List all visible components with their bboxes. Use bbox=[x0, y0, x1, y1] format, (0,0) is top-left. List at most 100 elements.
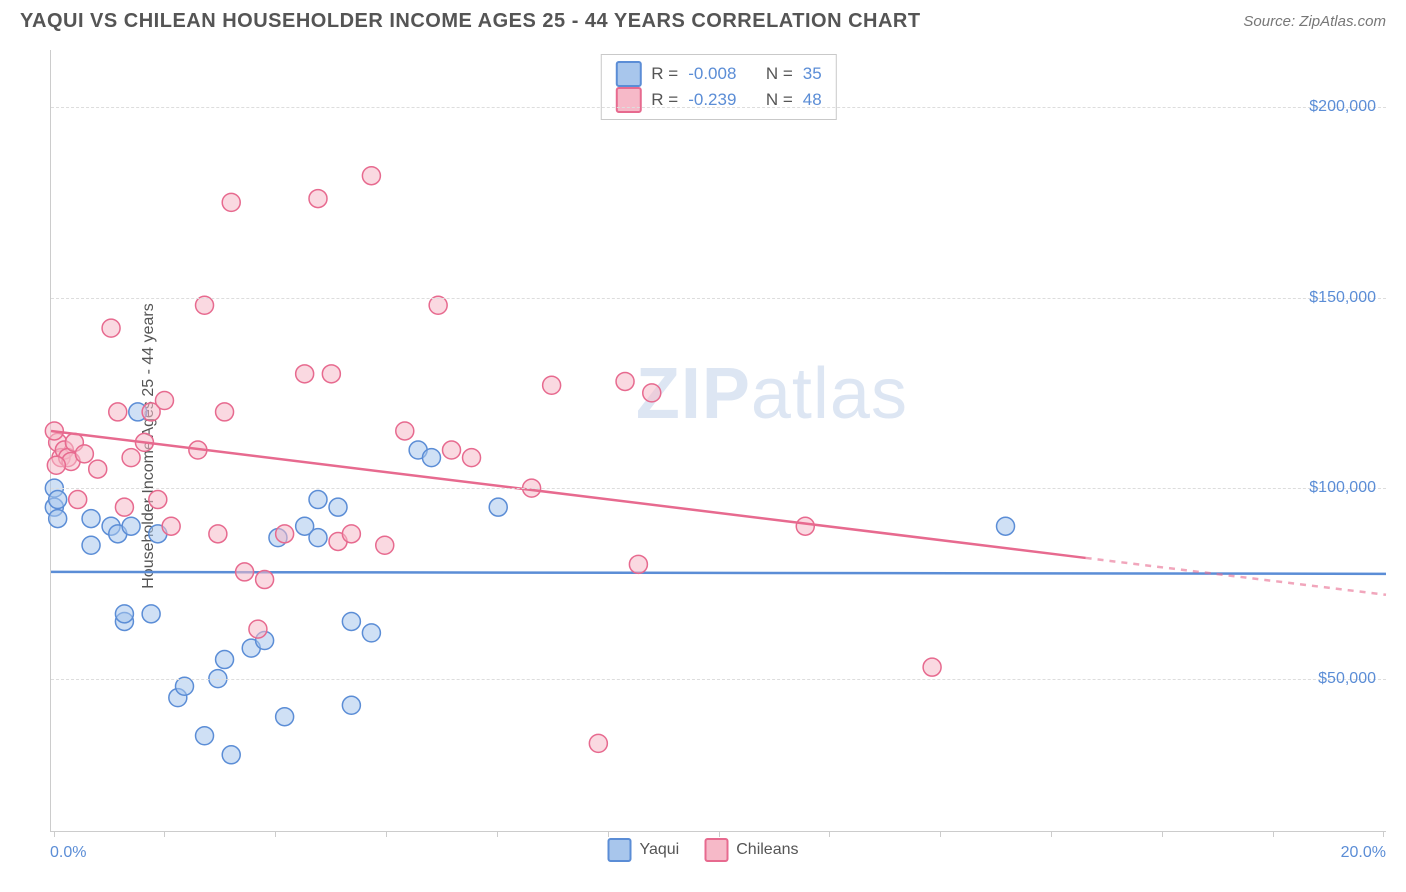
data-point bbox=[142, 605, 160, 623]
trend-line bbox=[51, 431, 1086, 558]
data-point bbox=[155, 391, 173, 409]
data-point bbox=[236, 563, 254, 581]
data-point bbox=[69, 491, 87, 509]
source-prefix: Source: bbox=[1243, 13, 1299, 30]
data-point bbox=[276, 708, 294, 726]
data-point bbox=[643, 384, 661, 402]
data-point bbox=[109, 403, 127, 421]
data-point bbox=[256, 571, 274, 589]
data-point bbox=[296, 365, 314, 383]
data-point bbox=[342, 612, 360, 630]
ytick-label: $150,000 bbox=[1309, 289, 1376, 307]
data-point bbox=[196, 296, 214, 314]
source-name: ZipAtlas.com bbox=[1299, 13, 1386, 30]
data-point bbox=[222, 746, 240, 764]
xtick bbox=[54, 831, 55, 837]
xtick bbox=[1273, 831, 1274, 837]
legend-swatch-yaqui bbox=[615, 61, 641, 87]
xtick bbox=[1162, 831, 1163, 837]
series-label-yaqui: Yaqui bbox=[640, 841, 680, 859]
data-point bbox=[616, 372, 634, 390]
data-point bbox=[589, 734, 607, 752]
series-label-chileans: Chileans bbox=[736, 841, 798, 859]
data-point bbox=[149, 491, 167, 509]
data-point bbox=[463, 449, 481, 467]
data-point bbox=[102, 319, 120, 337]
data-point bbox=[162, 517, 180, 535]
legend-R-label: R = bbox=[651, 64, 678, 84]
trend-line-dashed bbox=[1086, 558, 1386, 595]
xtick bbox=[164, 831, 165, 837]
data-point bbox=[216, 403, 234, 421]
legend-R-yaqui: -0.008 bbox=[688, 64, 736, 84]
data-point bbox=[122, 449, 140, 467]
x-axis-min-label: 0.0% bbox=[50, 844, 86, 862]
data-point bbox=[796, 517, 814, 535]
swatch-chileans bbox=[704, 838, 728, 862]
xtick bbox=[1051, 831, 1052, 837]
data-point bbox=[443, 441, 461, 459]
chart-header: YAQUI VS CHILEAN HOUSEHOLDER INCOME AGES… bbox=[0, 0, 1406, 39]
xtick bbox=[940, 831, 941, 837]
chart-source: Source: ZipAtlas.com bbox=[1243, 13, 1386, 30]
xtick bbox=[1383, 831, 1384, 837]
x-axis-max-label: 20.0% bbox=[1341, 844, 1386, 862]
legend-row-chileans: R = -0.239 N = 48 bbox=[615, 87, 821, 113]
data-point bbox=[997, 517, 1015, 535]
chart-plot-area: ZIPatlas R = -0.008 N = 35 R = -0.239 N … bbox=[50, 50, 1386, 832]
gridline-h bbox=[51, 679, 1386, 680]
xtick bbox=[386, 831, 387, 837]
gridline-h bbox=[51, 298, 1386, 299]
data-point bbox=[249, 620, 267, 638]
data-point bbox=[309, 529, 327, 547]
legend-row-yaqui: R = -0.008 N = 35 bbox=[615, 61, 821, 87]
chart-title: YAQUI VS CHILEAN HOUSEHOLDER INCOME AGES… bbox=[20, 10, 921, 33]
data-point bbox=[629, 555, 647, 573]
series-legend: Yaqui Chileans bbox=[608, 838, 799, 862]
data-point bbox=[543, 376, 561, 394]
data-point bbox=[309, 491, 327, 509]
data-point bbox=[209, 525, 227, 543]
xtick bbox=[275, 831, 276, 837]
data-point bbox=[75, 445, 93, 463]
data-point bbox=[362, 167, 380, 185]
data-point bbox=[82, 536, 100, 554]
xtick bbox=[497, 831, 498, 837]
ytick-label: $50,000 bbox=[1318, 670, 1376, 688]
gridline-h bbox=[51, 107, 1386, 108]
data-point bbox=[396, 422, 414, 440]
data-point bbox=[49, 491, 67, 509]
data-point bbox=[115, 605, 133, 623]
legend-N-label: N = bbox=[766, 64, 793, 84]
data-point bbox=[222, 193, 240, 211]
data-point bbox=[489, 498, 507, 516]
data-point bbox=[342, 696, 360, 714]
data-point bbox=[376, 536, 394, 554]
data-point bbox=[216, 651, 234, 669]
data-point bbox=[82, 510, 100, 528]
data-point bbox=[122, 517, 140, 535]
data-point bbox=[342, 525, 360, 543]
data-point bbox=[362, 624, 380, 642]
correlation-legend: R = -0.008 N = 35 R = -0.239 N = 48 bbox=[600, 54, 836, 120]
swatch-yaqui bbox=[608, 838, 632, 862]
data-point bbox=[322, 365, 340, 383]
data-point bbox=[47, 456, 65, 474]
data-point bbox=[89, 460, 107, 478]
data-point bbox=[329, 498, 347, 516]
data-point bbox=[276, 525, 294, 543]
data-point bbox=[923, 658, 941, 676]
xtick bbox=[608, 831, 609, 837]
data-point bbox=[176, 677, 194, 695]
series-item-yaqui: Yaqui bbox=[608, 838, 680, 862]
data-point bbox=[422, 449, 440, 467]
scatter-svg bbox=[51, 50, 1386, 831]
data-point bbox=[309, 190, 327, 208]
data-point bbox=[49, 510, 67, 528]
xtick bbox=[719, 831, 720, 837]
gridline-h bbox=[51, 488, 1386, 489]
data-point bbox=[115, 498, 133, 516]
series-item-chileans: Chileans bbox=[704, 838, 798, 862]
data-point bbox=[429, 296, 447, 314]
legend-N-yaqui: 35 bbox=[803, 64, 822, 84]
